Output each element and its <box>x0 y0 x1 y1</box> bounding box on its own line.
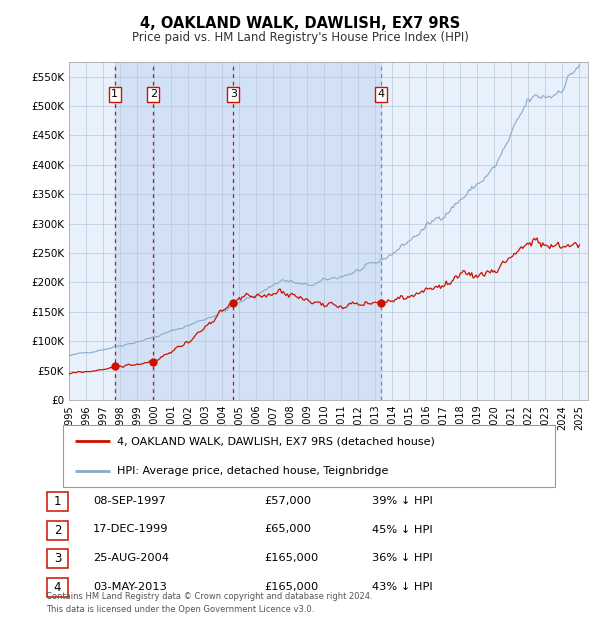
Text: 1: 1 <box>54 495 61 508</box>
Text: 2: 2 <box>54 524 61 536</box>
Text: £165,000: £165,000 <box>264 553 318 563</box>
Text: Contains HM Land Registry data © Crown copyright and database right 2024.: Contains HM Land Registry data © Crown c… <box>46 592 373 601</box>
Text: 2: 2 <box>150 89 157 99</box>
Text: 36% ↓ HPI: 36% ↓ HPI <box>372 553 433 563</box>
Text: 17-DEC-1999: 17-DEC-1999 <box>93 525 169 534</box>
Text: 4, OAKLAND WALK, DAWLISH, EX7 9RS: 4, OAKLAND WALK, DAWLISH, EX7 9RS <box>140 16 460 30</box>
Text: 4: 4 <box>54 581 61 593</box>
Text: HPI: Average price, detached house, Teignbridge: HPI: Average price, detached house, Teig… <box>117 466 388 476</box>
Text: 45% ↓ HPI: 45% ↓ HPI <box>372 525 433 534</box>
Bar <box>233 62 381 400</box>
Text: 39% ↓ HPI: 39% ↓ HPI <box>372 496 433 506</box>
Bar <box>115 62 233 400</box>
Text: Price paid vs. HM Land Registry's House Price Index (HPI): Price paid vs. HM Land Registry's House … <box>131 31 469 44</box>
Text: 3: 3 <box>54 552 61 565</box>
FancyBboxPatch shape <box>47 549 68 568</box>
Text: This data is licensed under the Open Government Licence v3.0.: This data is licensed under the Open Gov… <box>46 604 314 614</box>
Text: 08-SEP-1997: 08-SEP-1997 <box>93 496 166 506</box>
Text: £65,000: £65,000 <box>264 525 311 534</box>
Text: 03-MAY-2013: 03-MAY-2013 <box>93 582 167 591</box>
FancyBboxPatch shape <box>47 492 68 511</box>
Text: £57,000: £57,000 <box>264 496 311 506</box>
Text: 4: 4 <box>377 89 385 99</box>
FancyBboxPatch shape <box>47 578 68 596</box>
Text: 43% ↓ HPI: 43% ↓ HPI <box>372 582 433 591</box>
FancyBboxPatch shape <box>63 425 555 487</box>
Text: 4, OAKLAND WALK, DAWLISH, EX7 9RS (detached house): 4, OAKLAND WALK, DAWLISH, EX7 9RS (detac… <box>117 436 435 446</box>
Text: £165,000: £165,000 <box>264 582 318 591</box>
Text: 3: 3 <box>230 89 237 99</box>
Text: 1: 1 <box>111 89 118 99</box>
Text: 25-AUG-2004: 25-AUG-2004 <box>93 553 169 563</box>
FancyBboxPatch shape <box>47 521 68 539</box>
